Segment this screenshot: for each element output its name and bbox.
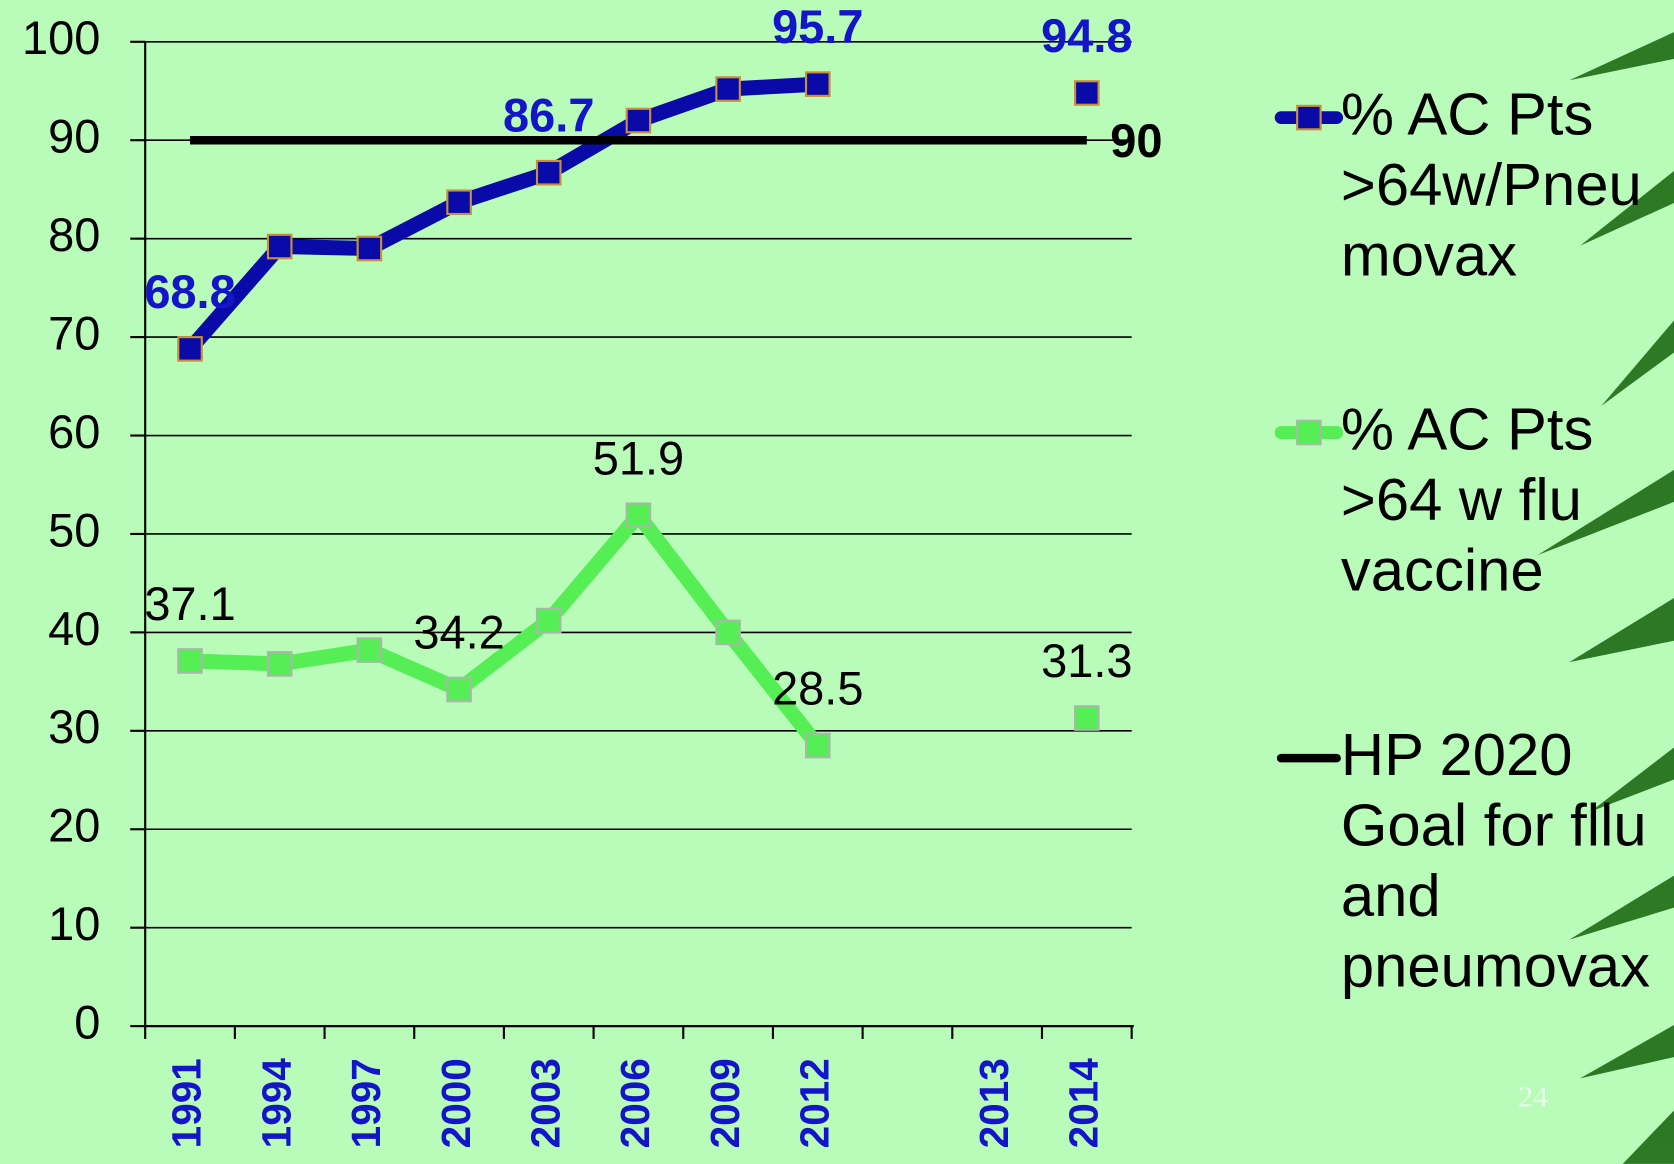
marker: [356, 235, 383, 262]
y-tick-label: 80: [48, 208, 100, 261]
legend-marker: [1296, 104, 1322, 131]
marker: [1074, 80, 1100, 106]
marker: [804, 71, 831, 97]
x-tick-label: 1991: [164, 1058, 210, 1148]
marker: [804, 732, 831, 759]
legend-label: % AC Pts >64 w flu vaccine: [1340, 395, 1594, 604]
x-tick-label: 1997: [343, 1058, 389, 1148]
marker: [715, 76, 741, 102]
marker: [535, 159, 562, 186]
marker: [446, 676, 472, 703]
legend-entry: % AC Pts >64w/Pneumovax: [1340, 80, 1642, 289]
data-label: 51.9: [593, 431, 684, 484]
data-label: 94.8: [1041, 9, 1132, 62]
x-tick-label: 1994: [253, 1058, 299, 1149]
y-tick-label: 10: [48, 897, 100, 950]
marker: [266, 651, 293, 677]
marker: [266, 233, 293, 260]
y-tick-label: 60: [48, 405, 100, 458]
data-label: 37.1: [144, 577, 235, 630]
x-tick-label: 2013: [971, 1058, 1017, 1148]
legend-entry: % AC Pts >64 w flu vaccine: [1340, 395, 1594, 604]
x-tick-label: 2003: [522, 1058, 568, 1148]
y-tick-label: 20: [48, 799, 100, 852]
data-label: 95.7: [772, 0, 863, 53]
y-tick-label: 90: [48, 110, 100, 163]
x-tick-label: 2000: [433, 1058, 479, 1148]
slide-number: 24: [1518, 1081, 1548, 1114]
x-tick-label: 2012: [792, 1058, 838, 1148]
legend-label: % AC Pts >64w/Pneumovax: [1340, 80, 1642, 289]
data-label: 86.7: [503, 89, 594, 142]
legend-entry: HP 2020 Goal for fllu and pneumovax: [1340, 720, 1650, 1000]
marker: [177, 336, 203, 362]
x-tick-label: 2014: [1061, 1058, 1107, 1149]
data-label: 34.2: [413, 606, 504, 659]
y-tick-label: 70: [48, 306, 100, 359]
marker: [625, 502, 652, 529]
data-label: 90: [1110, 114, 1162, 167]
x-tick-label: 2009: [702, 1058, 748, 1148]
marker: [356, 637, 383, 663]
series-line: [190, 515, 1087, 745]
y-tick-label: 50: [48, 503, 100, 556]
marker: [446, 189, 472, 216]
marker: [715, 619, 741, 646]
legend-marker: [1296, 419, 1322, 446]
data-label: 31.3: [1041, 634, 1132, 687]
y-tick-label: 100: [22, 11, 100, 64]
marker: [625, 107, 652, 134]
y-tick-label: 40: [48, 602, 100, 655]
y-tick-label: 0: [74, 996, 100, 1049]
marker: [1074, 705, 1100, 731]
marker: [177, 648, 203, 674]
data-label: 68.8: [144, 265, 235, 318]
y-tick-label: 30: [48, 700, 100, 753]
marker: [535, 607, 562, 634]
data-label: 28.5: [772, 662, 863, 715]
legend-label: HP 2020 Goal for fllu and pneumovax: [1340, 720, 1650, 1000]
x-tick-label: 2006: [612, 1058, 658, 1148]
